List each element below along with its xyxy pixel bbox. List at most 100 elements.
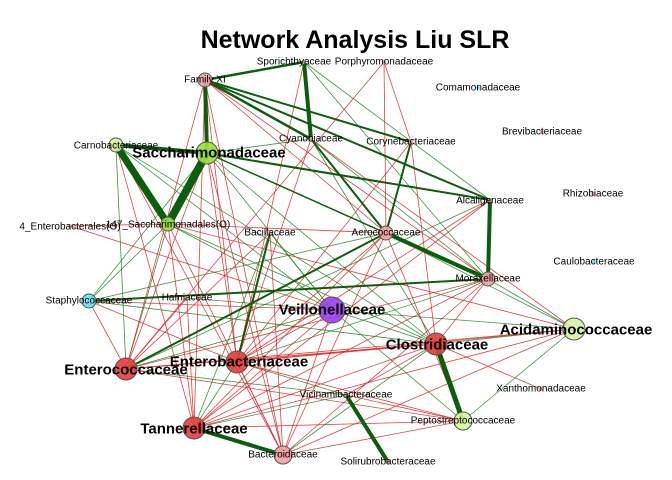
edge-enterobacteriaceae-moraxellaceae xyxy=(236,278,489,363)
edge-sporichthyaceae-enterobacteriaceae xyxy=(236,61,305,363)
node-label-vicinamibacteraceae: Vicinamibacteraceae xyxy=(300,390,393,401)
edge-carnobacteriaceae-saccharimonadales xyxy=(112,141,172,228)
edge-enterococcaceae-staphylococcaceae xyxy=(88,300,127,370)
node-label-xanthomonadaceae: Xanthomonadaceae xyxy=(496,384,586,395)
edge-staphylococcaceae-clostridiaceae xyxy=(88,300,437,345)
node-solirubrobacteraceae[interactable] xyxy=(386,460,390,464)
edge-saccharimonadaceae-moraxellaceae xyxy=(206,152,489,280)
edge-aerococcaceae-bacteroidaceae xyxy=(282,232,387,456)
edge-saccharimonadales-clostridiaceae xyxy=(167,223,437,345)
edge-cyanobiaceae-enterobacteriaceae xyxy=(236,138,312,363)
node-bacteroidaceae[interactable] xyxy=(273,445,293,465)
node-label-brevibacteriaceae: Brevibacteriaceae xyxy=(502,127,582,138)
edge-corynebacteriaceae-aerococcaceae xyxy=(385,141,412,234)
node-hafniaceae[interactable] xyxy=(185,296,189,300)
node-rhizobiaceae[interactable] xyxy=(591,192,595,196)
edge-enterobacteriaceae-acidaminococcaceae xyxy=(236,328,575,363)
node-aerococcaceae[interactable] xyxy=(378,225,394,241)
edge-enterococcaceae-veillonellaceae xyxy=(125,309,333,370)
node-enterococcaceae[interactable] xyxy=(114,357,138,381)
edge-peptostreptococcaceae-acidaminococcaceae xyxy=(462,328,575,422)
node-label-hafniaceae: Hafniaceae xyxy=(162,293,213,304)
node-enterobacterales[interactable] xyxy=(68,224,72,228)
edge-family-xi-alcaligenaceae xyxy=(204,79,491,201)
edge-bacillaceae-enterobacteriaceae xyxy=(236,232,271,363)
node-carnobacteriaceae[interactable] xyxy=(108,137,124,153)
node-saccharimonadales[interactable] xyxy=(160,216,176,232)
edge-porphyromonadaceae-aerococcaceae xyxy=(383,61,387,234)
node-brevibacteriaceae[interactable] xyxy=(540,130,544,134)
edge-enterococcaceae-saccharimonadaceae xyxy=(125,152,208,370)
edge-alcaligenaceae-moraxellaceae xyxy=(486,198,492,281)
node-comamonadaceae[interactable] xyxy=(476,86,480,90)
edge-enterobacterales-saccharimonadales xyxy=(69,223,169,227)
edge-family-xi-bacteroidaceae xyxy=(204,79,284,456)
edge-enterococcaceae-peptostreptococcaceae xyxy=(125,368,464,422)
node-staphylococcaceae[interactable] xyxy=(81,293,97,309)
node-peptostreptococcaceae[interactable] xyxy=(453,411,473,431)
edge-aerococcaceae-enterobacteriaceae xyxy=(236,232,387,363)
node-porphyromonadaceae[interactable] xyxy=(382,60,386,64)
node-label-enterobacterales: 4_Enterobacterales(O) xyxy=(19,222,120,233)
edge-aerococcaceae-tannerellaceae xyxy=(193,232,387,429)
edge-moraxellaceae-clostridiaceae xyxy=(435,278,489,345)
edge-porphyromonadaceae-enterococcaceae xyxy=(125,61,385,370)
node-bacillaceae[interactable] xyxy=(268,231,272,235)
edge-moraxellaceae-tannerellaceae xyxy=(193,278,489,429)
edge-tannerellaceae-vicinamibacteraceae xyxy=(193,394,347,429)
node-label-solirubrobacteraceae: Solirubrobacteraceae xyxy=(340,457,435,468)
edge-staphylococcaceae-moraxellaceae xyxy=(88,278,489,302)
node-tannerellaceae[interactable] xyxy=(182,416,206,440)
node-alcaligenaceae[interactable] xyxy=(488,198,492,202)
node-label-family-xi: Family XI xyxy=(184,75,226,86)
node-caulobacteraceae[interactable] xyxy=(592,260,596,264)
edge-veillonellaceae-enterobacteriaceae xyxy=(236,309,333,363)
node-xanthomonadaceae[interactable] xyxy=(539,387,543,391)
edge-vicinamibacteraceae-solirubrobacteraceae xyxy=(344,393,390,464)
edge-staphylococcaceae-saccharimonadales xyxy=(88,223,169,302)
edge-hafniaceae-veillonellaceae xyxy=(186,297,333,311)
edge-staphylococcaceae-enterobacteriaceae xyxy=(88,300,238,363)
edge-sporichthyaceae-alcaligenaceae xyxy=(303,61,491,201)
edge-saccharimonadaceae-enterobacteriaceae xyxy=(206,152,238,363)
edge-veillonellaceae-bacteroidaceae xyxy=(282,309,333,456)
node-label-sporichthyaceae: Sporichthyaceae xyxy=(257,57,332,68)
edge-tannerellaceae-bacteroidaceae xyxy=(192,426,285,457)
node-acidaminococcaceae[interactable] xyxy=(562,317,586,341)
node-label-rhizobiaceae: Rhizobiaceae xyxy=(563,189,624,200)
node-label-tannerellaceae: Tannerellaceae xyxy=(140,421,247,438)
edge-porphyromonadaceae-corynebacteriaceae xyxy=(383,61,412,143)
node-sporichthyaceae[interactable] xyxy=(302,60,306,64)
edge-layer xyxy=(69,60,575,464)
node-label-enterococcaceae: Enterococcaceae xyxy=(64,362,187,379)
node-cyanobiaceae[interactable] xyxy=(309,137,313,141)
edge-bacteroidaceae-acidaminococcaceae xyxy=(282,328,575,456)
node-label-carnobacteriaceae: Carnobacteriaceae xyxy=(74,141,159,152)
node-enterobacteriaceae[interactable] xyxy=(225,350,249,374)
node-saccharimonadaceae[interactable] xyxy=(195,141,219,165)
edge-family-xi-enterobacteriaceae xyxy=(204,79,238,363)
node-label-comamonadaceae: Comamonadaceae xyxy=(436,83,521,94)
edge-enterococcaceae-aerococcaceae xyxy=(125,232,387,370)
node-label-veillonellaceae: Veillonellaceae xyxy=(279,302,386,319)
edge-bacillaceae-veillonellaceae xyxy=(269,232,333,311)
edge-staphylococcaceae-veillonellaceae xyxy=(88,300,333,311)
edge-saccharimonadaceae-cyanobiaceae xyxy=(206,138,312,154)
edge-enterococcaceae-vicinamibacteraceae xyxy=(125,368,347,396)
edge-family-xi-cyanobiaceae xyxy=(203,78,313,141)
node-label-clostridiaceae: Clostridiaceae xyxy=(386,337,489,354)
node-veillonellaceae[interactable] xyxy=(318,296,346,324)
edge-cyanobiaceae-acidaminococcaceae xyxy=(310,138,575,330)
edge-enterobacterales-veillonellaceae xyxy=(69,225,333,311)
edge-clostridiaceae-tannerellaceae xyxy=(193,343,437,429)
node-label-saccharimonadaceae: Saccharimonadaceae xyxy=(132,145,285,162)
edge-clostridiaceae-peptostreptococcaceae xyxy=(433,341,466,424)
node-family-xi[interactable] xyxy=(197,72,213,88)
edge-bacteroidaceae-clostridiaceae xyxy=(282,343,437,456)
node-vicinamibacteraceae[interactable] xyxy=(344,393,348,397)
node-label-bacillaceae: Bacillaceae xyxy=(244,228,296,239)
node-label-corynebacteriaceae: Corynebacteriaceae xyxy=(366,137,456,148)
node-corynebacteriaceae[interactable] xyxy=(409,140,413,144)
node-clostridiaceae[interactable] xyxy=(424,332,448,356)
node-moraxellaceae[interactable] xyxy=(480,271,496,287)
